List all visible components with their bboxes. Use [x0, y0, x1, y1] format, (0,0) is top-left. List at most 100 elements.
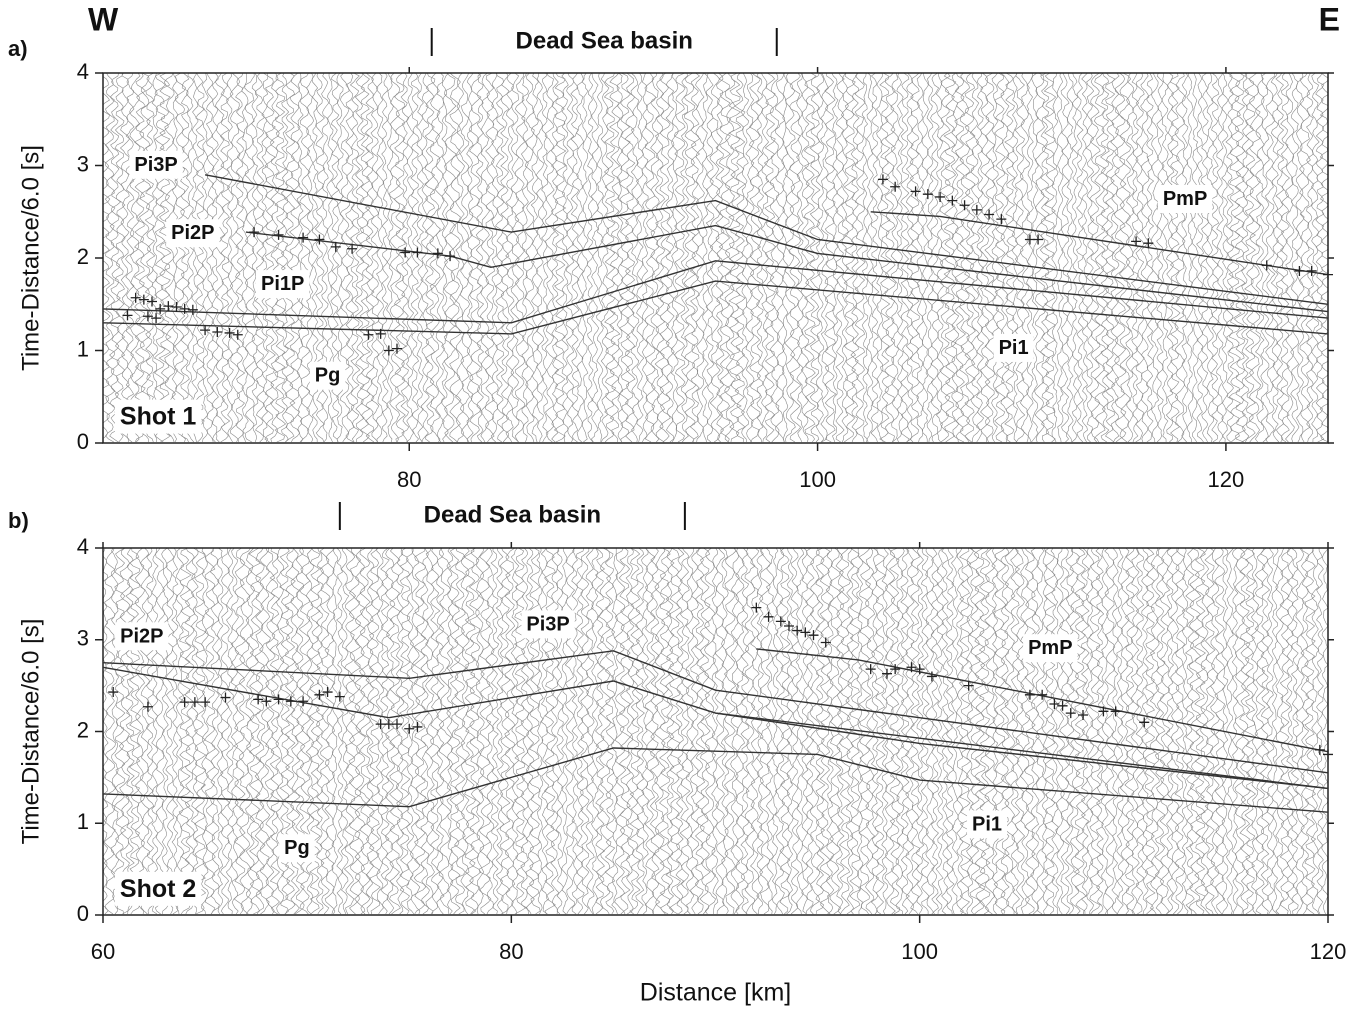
x-tick-label: 100 — [901, 939, 938, 964]
seismic-trace — [624, 73, 636, 443]
seismic-trace — [789, 73, 802, 443]
seismic-trace — [484, 73, 495, 443]
seismic-trace — [475, 548, 485, 915]
pick — [877, 174, 888, 185]
seismic-trace — [1315, 73, 1325, 443]
seismic-trace — [786, 548, 794, 915]
phase-label: Pi2P — [171, 222, 214, 244]
phase-label: Pi1 — [999, 337, 1029, 359]
seismic-trace — [1081, 73, 1089, 443]
pick — [996, 214, 1007, 225]
seismic-trace — [831, 73, 839, 443]
y-tick-label: 0 — [77, 901, 89, 926]
shot-label: Shot 1 — [120, 403, 196, 431]
seismic-trace — [905, 73, 914, 443]
seismic-trace — [171, 73, 179, 443]
seismic-trace — [284, 73, 296, 443]
seismic-trace — [771, 548, 779, 915]
seismic-trace — [668, 548, 681, 915]
seismic-trace — [618, 73, 631, 443]
seismic-trace — [705, 73, 715, 443]
pick — [253, 694, 264, 705]
pick — [314, 689, 325, 700]
seismic-trace — [870, 73, 880, 443]
pick — [347, 243, 358, 254]
seismic-trace — [365, 548, 375, 915]
pick — [1037, 689, 1048, 700]
y-tick-label: 0 — [77, 429, 89, 454]
seismic-trace — [1065, 548, 1076, 915]
seismic-trace — [675, 548, 685, 915]
pick — [224, 327, 235, 338]
seismic-trace — [600, 73, 610, 443]
seismic-trace — [424, 73, 436, 443]
seismic-trace — [248, 548, 262, 915]
seismic-trace — [1118, 73, 1132, 443]
pick — [147, 296, 157, 307]
seismic-trace — [641, 73, 649, 443]
seismic-trace — [1100, 73, 1110, 443]
phase-label-bg — [1157, 185, 1213, 214]
seismic-trace — [748, 73, 762, 443]
seismic-trace — [1216, 73, 1224, 443]
seismic-trace — [251, 73, 259, 443]
seismic-trace — [1105, 73, 1116, 443]
seismic-trace — [1279, 548, 1291, 915]
seismic-trace — [728, 73, 742, 443]
pick — [108, 687, 119, 698]
y-tick-label: 3 — [77, 626, 89, 651]
pick — [330, 241, 341, 252]
seismic-trace — [796, 73, 804, 443]
seismic-trace — [658, 548, 672, 915]
seismic-trace — [790, 548, 800, 915]
seismic-trace — [561, 73, 569, 443]
seismic-trace — [875, 548, 886, 915]
seismic-trace — [1248, 73, 1262, 443]
phase-label: Pi3P — [134, 154, 177, 176]
travel-time-curve — [756, 648, 1329, 753]
seismic-trace — [381, 73, 389, 443]
seismic-trace — [1290, 73, 1300, 443]
phase-label: Pi1 — [972, 813, 1002, 835]
seismic-trace — [598, 548, 612, 915]
seismic-trace — [229, 73, 241, 443]
seismic-trace — [495, 73, 505, 443]
pick — [792, 625, 803, 636]
seismic-trace — [916, 548, 925, 915]
pick — [922, 189, 933, 200]
seismic-trace — [644, 73, 656, 443]
seismic-trace — [449, 548, 461, 915]
pick — [138, 294, 149, 305]
seismic-trace — [254, 73, 265, 443]
seismic-trace — [759, 548, 771, 915]
seismic-trace — [921, 73, 929, 442]
seismic-trace — [273, 73, 287, 443]
seismic-trace — [838, 548, 852, 915]
pick — [775, 616, 786, 627]
seismic-trace — [364, 73, 375, 443]
panel: 0 1 2 3 4 60 80 100 120 Time-Distance/6.0 [s] Dist… — [8, 501, 1346, 1006]
seismic-trace — [896, 73, 904, 443]
seismic-trace — [118, 548, 131, 915]
pick — [910, 186, 921, 197]
seismic-trace — [468, 548, 482, 915]
x-tick-label: 120 — [1310, 939, 1347, 964]
seismic-trace — [1225, 548, 1234, 915]
seismic-trace — [1321, 548, 1328, 915]
seismic-trace — [233, 548, 246, 915]
seismic-trace — [1244, 548, 1257, 915]
seismic-trace — [1228, 73, 1242, 443]
pick — [1078, 709, 1088, 720]
seismic-trace — [1251, 548, 1260, 915]
phase-label-bg — [521, 610, 575, 639]
seismic-trace — [220, 548, 231, 915]
seismic-trace — [1086, 548, 1095, 915]
seismic-trace — [1080, 548, 1090, 915]
seismic-trace — [214, 73, 226, 443]
seismic-trace — [504, 548, 516, 915]
seismic-trace — [1300, 548, 1310, 915]
seismic-trace — [866, 73, 874, 443]
seismic-trace — [734, 73, 746, 443]
pick — [273, 694, 284, 705]
seismic-trace — [1125, 73, 1135, 443]
